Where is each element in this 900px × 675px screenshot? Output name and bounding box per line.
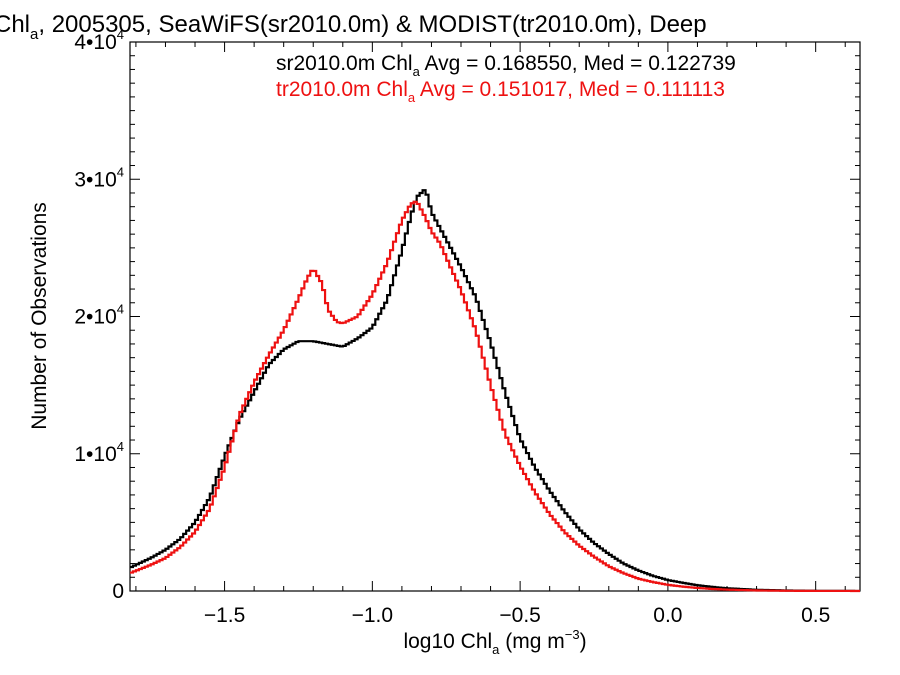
y-tick-label: 4•104 [74, 27, 124, 54]
x-axis-label: log10 Chla (mg m−3) [403, 627, 586, 657]
y-tick-label: 2•104 [74, 302, 124, 329]
legend-entry-sr2010: sr2010.0m Chla Avg = 0.168550, Med = 0.1… [276, 52, 736, 79]
x-axis-ticks: −1.5 −1.0 −0.5 0.0 0.5 [135, 42, 846, 627]
y-tick-label: 1•104 [74, 439, 124, 466]
x-tick-label: 0.0 [653, 604, 682, 627]
y-tick-label: 0 [112, 580, 124, 603]
x-tick-label: −0.5 [499, 604, 540, 627]
y-tick-label: 3•104 [74, 164, 124, 191]
x-tick-label: −1.5 [204, 604, 245, 627]
chart-title: Chla, 2005305, SeaWiFS(sr2010.0m) & MODI… [0, 11, 707, 43]
series-line-tr2010.0m [130, 200, 860, 593]
x-tick-label: 0.5 [801, 604, 830, 627]
plot-frame [129, 41, 861, 592]
y-axis-ticks: 0 1•104 2•104 3•104 4•104 [74, 27, 860, 603]
legend-entry-tr2010: tr2010.0m Chla Avg = 0.151017, Med = 0.1… [276, 78, 725, 105]
x-tick-label: −1.0 [352, 604, 393, 627]
series-line-sr2010.0m [130, 189, 860, 593]
y-axis-label: Number of Observations [28, 202, 51, 430]
legend: sr2010.0m Chla Avg = 0.168550, Med = 0.1… [276, 52, 736, 105]
series-layer [130, 189, 860, 593]
plot-area: −1.5 −1.0 −0.5 0.0 0.5 0 1•104 2•104 3•104 4•104 [74, 27, 861, 627]
